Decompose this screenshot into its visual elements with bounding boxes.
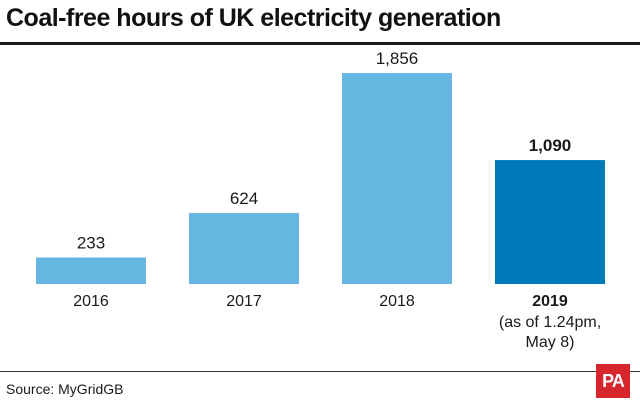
- title-divider: [0, 42, 640, 45]
- bar-2017: [189, 213, 299, 284]
- pa-logo-text: PA: [602, 370, 625, 391]
- bar-2019: [495, 160, 605, 284]
- bar-2018: [342, 73, 452, 284]
- category-note-line-2: May 8): [526, 334, 575, 351]
- chart-title: Coal-free hours of UK electricity genera…: [6, 4, 501, 32]
- category-label-2017: 2017: [226, 293, 262, 310]
- value-label-2017: 624: [230, 189, 258, 208]
- value-label-2018: 1,856: [376, 49, 419, 68]
- source-note: Source: MyGridGB: [6, 381, 124, 397]
- category-label-2018: 2018: [379, 293, 415, 310]
- category-label-2016: 2016: [73, 293, 109, 310]
- value-label-2019: 1,090: [529, 136, 572, 155]
- bar-2016: [36, 257, 146, 284]
- value-label-2016: 233: [77, 234, 105, 253]
- pa-logo: PA: [596, 364, 630, 398]
- footer-divider: [0, 371, 640, 372]
- category-note-line-1: (as of 1.24pm,: [499, 314, 601, 331]
- category-label-2019: 2019: [532, 293, 568, 310]
